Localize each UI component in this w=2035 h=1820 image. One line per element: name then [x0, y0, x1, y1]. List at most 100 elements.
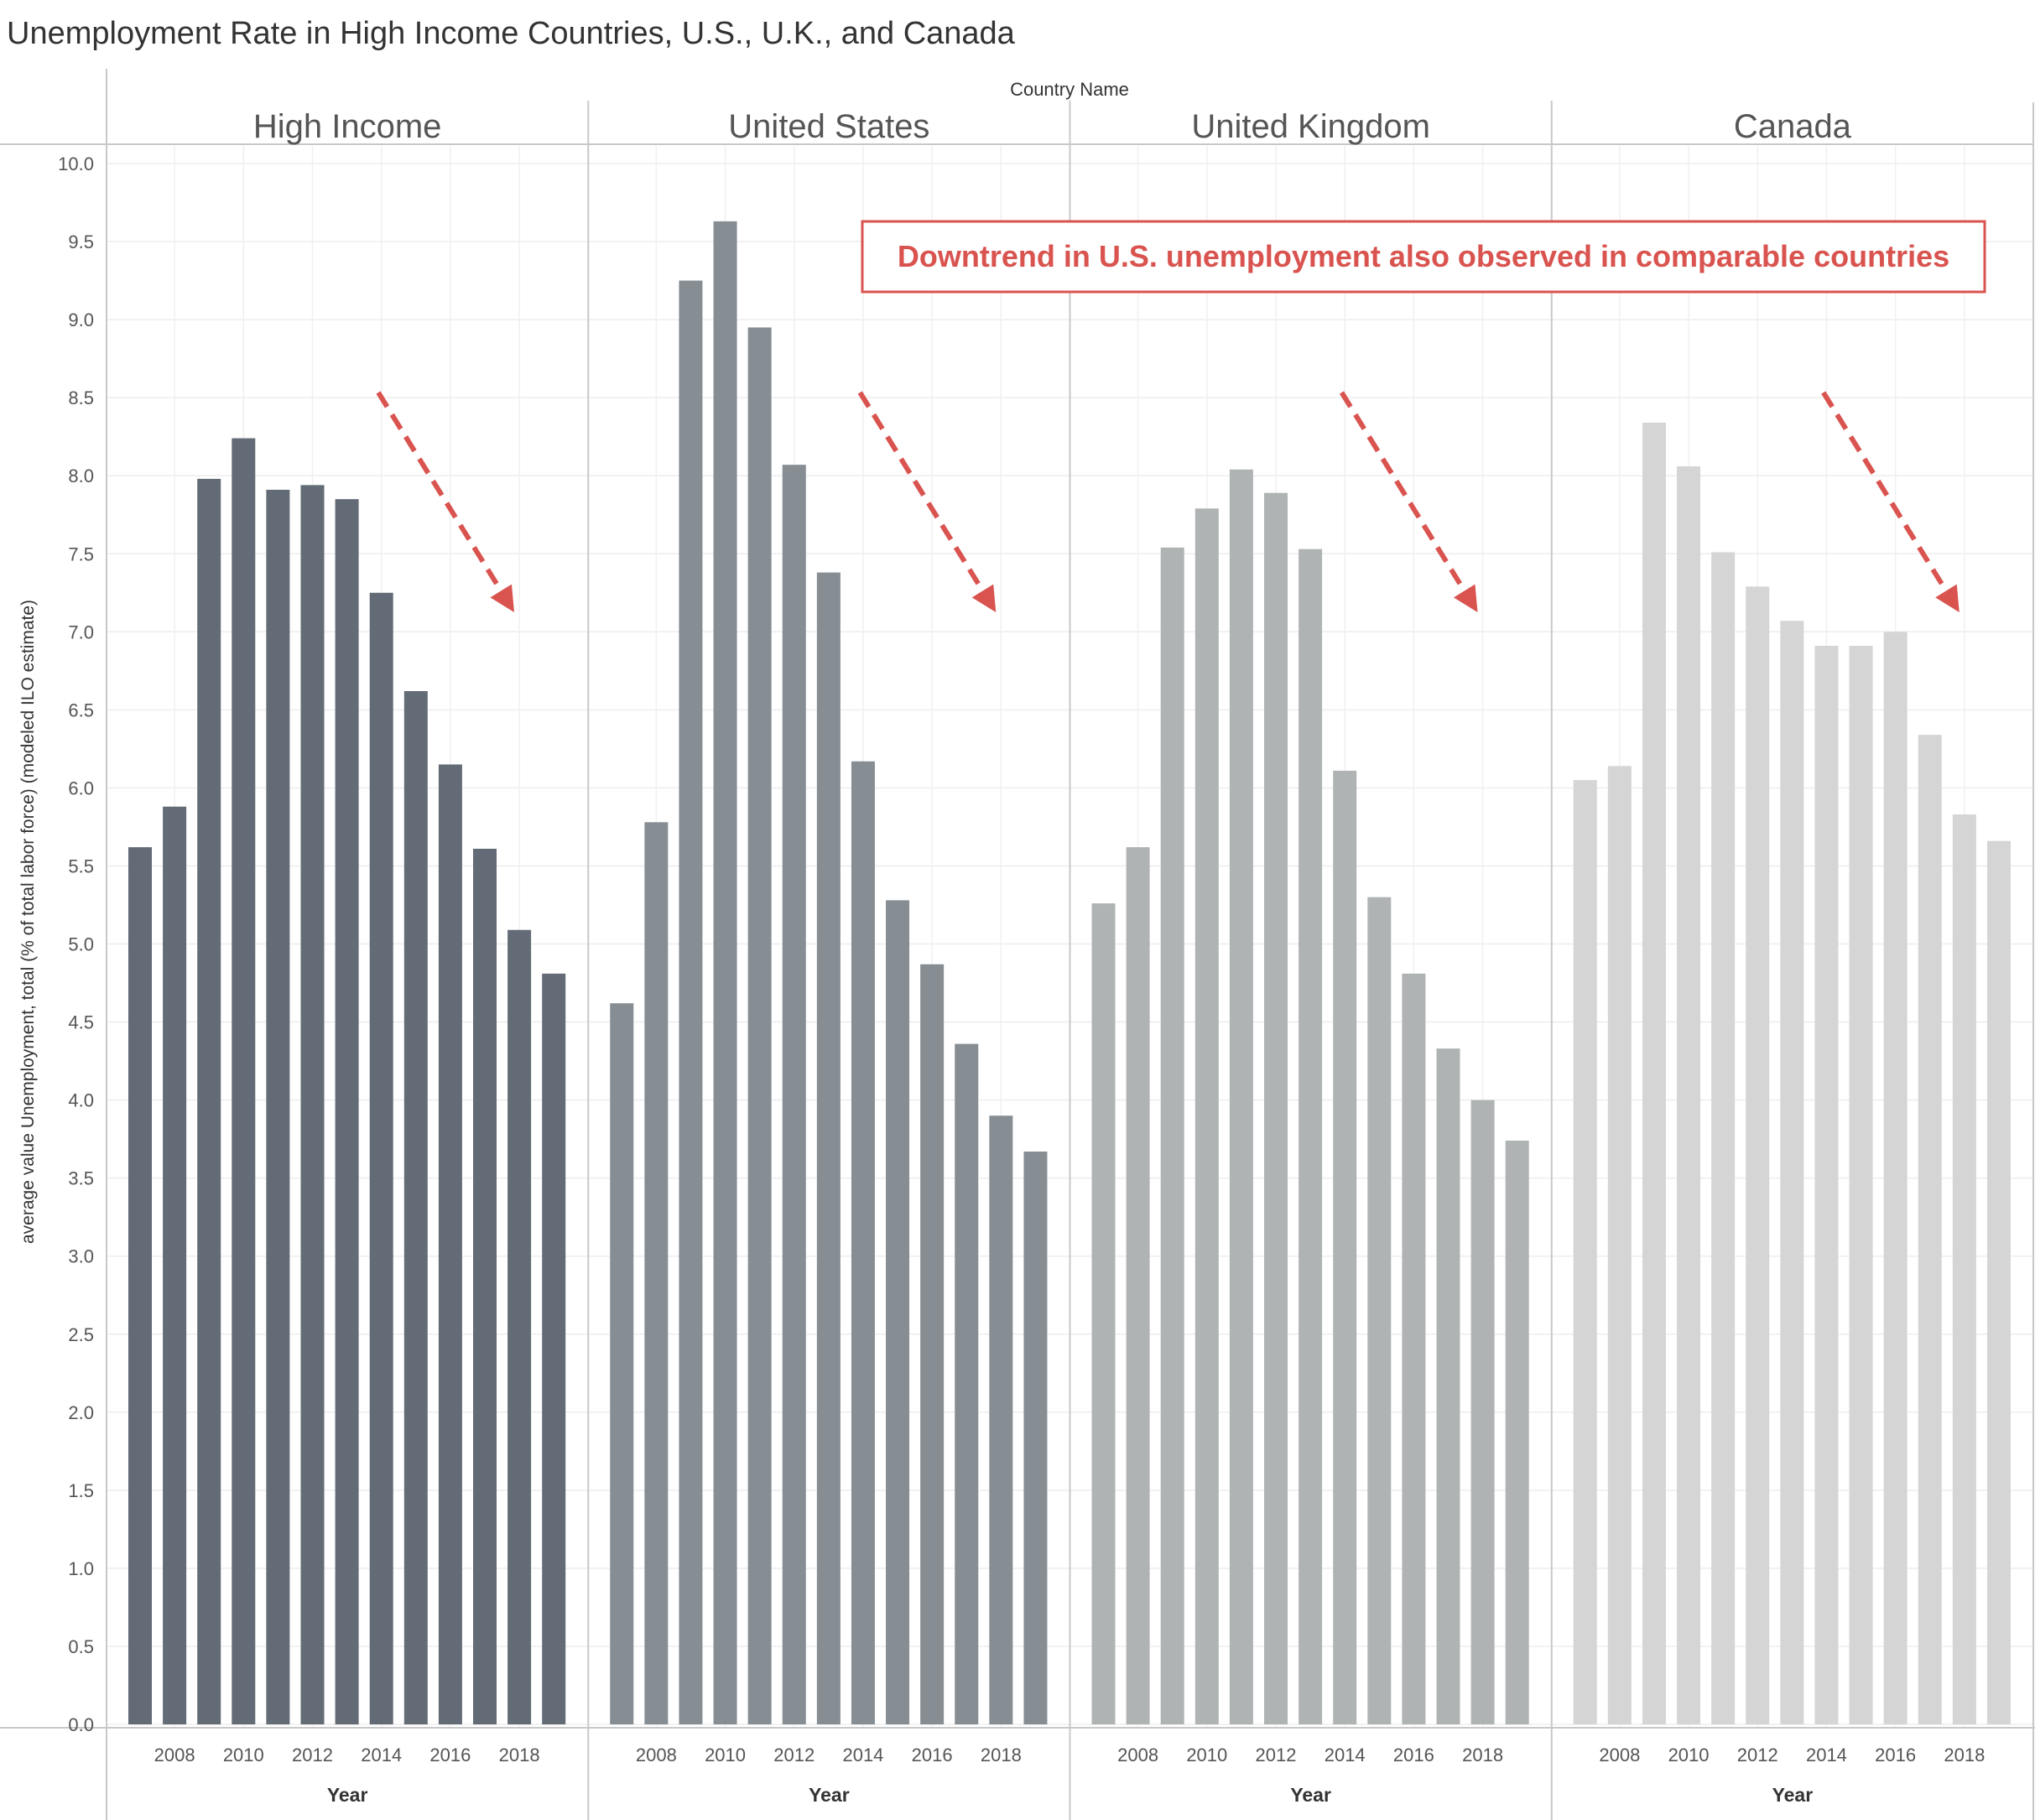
bar-united-states-2016 [920, 964, 945, 1724]
y-tick-label: 2.5 [68, 1324, 94, 1345]
bar-high-income-2019 [542, 973, 566, 1724]
x-tick-label: 2010 [1186, 1745, 1227, 1765]
bar-canada-2011 [1711, 552, 1736, 1725]
bar-canada-2014 [1814, 646, 1839, 1724]
y-tick-label: 8.5 [68, 387, 94, 408]
panel-header: High Income [253, 108, 442, 145]
y-tick-label: 1.0 [68, 1558, 94, 1579]
bar-canada-2007 [1573, 780, 1597, 1724]
y-tick-label: 3.5 [68, 1168, 94, 1189]
x-tick-label: 2008 [154, 1745, 195, 1765]
x-tick-label: 2016 [1875, 1745, 1916, 1765]
panel-header: Canada [1734, 108, 1852, 145]
bar-united-kingdom-2018 [1470, 1100, 1495, 1724]
bar-high-income-2010 [232, 438, 256, 1724]
panel-header: United Kingdom [1191, 108, 1430, 145]
trend-arrow-shaft [857, 391, 986, 593]
x-tick-label: 2018 [981, 1745, 1022, 1765]
x-tick-label: 2012 [773, 1745, 815, 1765]
trend-arrow-head [1453, 584, 1478, 612]
x-axis-title: Year [1772, 1784, 1814, 1806]
bar-high-income-2011 [266, 489, 290, 1724]
x-tick-label: 2012 [1256, 1745, 1297, 1765]
bar-high-income-2013 [335, 499, 359, 1724]
bar-united-states-2008 [644, 822, 669, 1724]
x-tick-label: 2018 [499, 1745, 540, 1765]
x-axis-title: Year [809, 1784, 850, 1806]
bar-united-states-2014 [851, 761, 875, 1725]
x-tick-label: 2018 [1944, 1745, 1985, 1765]
x-tick-label: 2016 [429, 1745, 471, 1765]
trend-arrow-head [971, 584, 997, 612]
bar-canada-2009 [1642, 422, 1666, 1724]
bar-united-states-2019 [1023, 1152, 1048, 1724]
y-tick-label: 10.0 [58, 153, 94, 174]
bar-high-income-2016 [438, 764, 462, 1724]
y-tick-label: 5.0 [68, 934, 94, 955]
x-tick-label: 2016 [1393, 1745, 1434, 1765]
bar-united-states-2013 [816, 572, 841, 1724]
bar-high-income-2009 [197, 478, 221, 1724]
y-tick-label: 3.0 [68, 1246, 94, 1267]
bar-united-kingdom-2008 [1126, 847, 1150, 1725]
y-tick-label: 7.5 [68, 543, 94, 564]
trend-arrow-shaft [376, 391, 503, 593]
bar-canada-2018 [1952, 814, 1976, 1724]
bar-united-kingdom-2012 [1264, 492, 1288, 1724]
y-tick-label: 0.5 [68, 1636, 94, 1657]
panel-header: United States [728, 108, 929, 145]
bar-united-states-2007 [610, 1003, 634, 1724]
bar-united-states-2012 [782, 465, 806, 1724]
bar-canada-2013 [1780, 621, 1804, 1725]
annotation-text: Downtrend in U.S. unemployment also obse… [898, 239, 1949, 273]
bar-united-kingdom-2013 [1299, 549, 1323, 1724]
bar-united-states-2018 [989, 1115, 1013, 1724]
x-axis-title: Year [327, 1784, 368, 1806]
trend-arrow-head [490, 584, 514, 612]
bar-united-kingdom-2017 [1436, 1048, 1460, 1724]
chart-title: Unemployment Rate in High Income Countri… [7, 16, 1016, 51]
y-tick-label: 6.0 [68, 777, 94, 798]
bar-united-kingdom-2011 [1229, 469, 1253, 1724]
y-tick-label: 0.0 [68, 1714, 94, 1735]
bar-canada-2010 [1677, 466, 1701, 1725]
bar-united-kingdom-2019 [1505, 1140, 1529, 1724]
bar-united-kingdom-2015 [1367, 897, 1392, 1724]
bar-united-states-2015 [886, 900, 910, 1724]
x-tick-label: 2010 [1668, 1745, 1710, 1765]
bar-canada-2016 [1883, 632, 1907, 1724]
bar-united-kingdom-2016 [1402, 973, 1426, 1724]
y-tick-label: 8.0 [68, 465, 94, 486]
bar-canada-2015 [1849, 646, 1873, 1724]
bar-high-income-2008 [163, 806, 187, 1725]
x-tick-label: 2008 [1117, 1745, 1158, 1765]
y-tick-label: 9.5 [68, 231, 94, 252]
bar-united-states-2009 [679, 280, 703, 1725]
trend-arrow-head [1935, 584, 1960, 612]
bar-united-kingdom-2009 [1160, 547, 1184, 1724]
x-tick-label: 2012 [1737, 1745, 1778, 1765]
y-tick-label: 2.0 [68, 1402, 94, 1423]
bar-united-kingdom-2014 [1333, 770, 1357, 1725]
y-tick-label: 4.0 [68, 1090, 94, 1111]
bar-canada-2019 [1986, 840, 2011, 1724]
x-tick-label: 2014 [842, 1745, 883, 1765]
trend-arrow-shaft [1821, 391, 1949, 593]
facet-header: Country Name [1010, 79, 1129, 100]
bar-high-income-2018 [507, 929, 532, 1724]
bar-high-income-2017 [473, 848, 497, 1724]
x-tick-label: 2010 [223, 1745, 264, 1765]
bar-canada-2017 [1918, 735, 1942, 1724]
x-tick-label: 2008 [636, 1745, 677, 1765]
x-tick-label: 2010 [705, 1745, 746, 1765]
bar-united-states-2017 [955, 1043, 979, 1724]
trend-arrows [376, 391, 1960, 612]
x-tick-label: 2008 [1599, 1745, 1640, 1765]
bar-high-income-2014 [369, 592, 393, 1724]
annotation: Downtrend in U.S. unemployment also obse… [861, 220, 1986, 294]
chart-frame [0, 69, 2035, 1820]
x-tick-label: 2014 [361, 1745, 402, 1765]
y-tick-label: 7.0 [68, 621, 94, 642]
bar-canada-2008 [1607, 766, 1632, 1725]
